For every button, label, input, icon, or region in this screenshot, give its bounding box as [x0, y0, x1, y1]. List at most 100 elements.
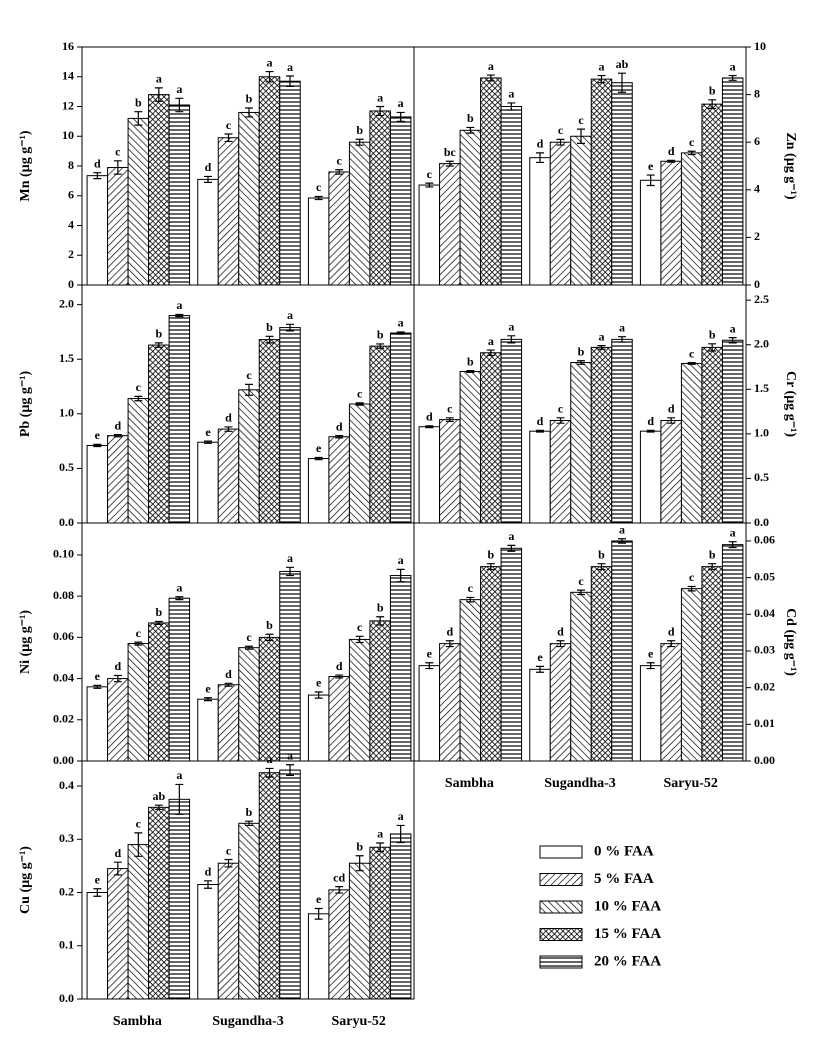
significance-label: bc: [444, 145, 457, 159]
significance-label: a: [599, 59, 605, 73]
error-bar: [314, 907, 323, 920]
significance-label: e: [316, 892, 322, 906]
error-bar: [577, 589, 585, 596]
error-bar: [224, 858, 233, 868]
error-bar: [556, 417, 565, 424]
error-bar: [396, 111, 405, 122]
bar: [307, 694, 330, 762]
x-tick-label: Saryu-52: [663, 776, 717, 791]
y-tick-label: 0.04: [53, 670, 74, 684]
bar: [389, 575, 412, 762]
error-bar: [376, 842, 385, 853]
significance-label: c: [558, 402, 564, 416]
error-bar: [113, 433, 122, 438]
bar: [500, 547, 523, 762]
y-tick-label: 10: [754, 39, 766, 53]
y-tick-label: 0.02: [53, 712, 74, 726]
error-bar: [425, 182, 434, 188]
significance-label: c: [578, 113, 584, 127]
legend-label: 20 % FAA: [594, 953, 661, 969]
significance-label: a: [508, 529, 514, 543]
error-bar: [536, 665, 544, 673]
error-bar: [597, 345, 606, 350]
error-bar: [445, 640, 454, 648]
error-bar: [425, 662, 434, 670]
error-bar: [265, 70, 274, 83]
significance-label: c: [226, 118, 232, 132]
significance-label: a: [377, 90, 383, 104]
bar: [197, 884, 219, 1000]
error-bar: [728, 74, 737, 81]
significance-label: ab: [152, 789, 165, 803]
error-bar: [396, 568, 405, 583]
bar: [529, 668, 551, 762]
error-bar: [154, 620, 163, 625]
error-bar: [154, 342, 163, 348]
error-bar: [286, 323, 294, 332]
error-bar: [265, 767, 274, 778]
bar: [86, 686, 109, 762]
significance-label: d: [537, 137, 544, 151]
significance-label: c: [226, 843, 232, 857]
y-tick-label: 0.5: [59, 460, 74, 474]
bar: [721, 77, 744, 286]
bar: [500, 338, 523, 524]
bar: [86, 892, 109, 1000]
error-bar: [314, 456, 323, 461]
bar: [328, 171, 350, 286]
bar: [680, 152, 703, 286]
y-axis-label: Zn (µg g⁻¹): [783, 132, 798, 199]
significance-label: a: [488, 334, 494, 348]
legend-label: 0 % FAA: [594, 843, 654, 859]
bar: [107, 435, 129, 524]
bar: [127, 398, 150, 524]
error-bar: [113, 160, 122, 175]
bar: [660, 643, 682, 762]
error-bar: [646, 429, 655, 433]
significance-label: c: [468, 581, 474, 595]
bar: [611, 540, 633, 762]
error-bar: [536, 429, 544, 433]
significance-label: e: [537, 650, 543, 664]
legend-swatch: [539, 928, 583, 941]
bar: [197, 441, 219, 524]
significance-label: d: [205, 865, 212, 879]
bar: [348, 141, 371, 286]
error-bar: [113, 674, 122, 683]
bar: [439, 643, 461, 762]
significance-label: b: [709, 84, 716, 98]
significance-label: a: [619, 320, 625, 334]
significance-label: c: [316, 180, 322, 194]
error-bar: [204, 697, 212, 702]
bar: [107, 678, 129, 762]
significance-label: a: [267, 55, 273, 69]
error-bar: [175, 313, 184, 318]
significance-label: a: [176, 581, 182, 595]
y-tick-label: 0: [68, 277, 74, 291]
error-bar: [376, 616, 385, 626]
bar: [418, 665, 441, 762]
significance-label: c: [357, 387, 363, 401]
significance-label: a: [176, 82, 182, 96]
y-axis-label: Mn (µg g⁻¹): [18, 130, 33, 201]
significance-label: d: [537, 414, 544, 428]
significance-label: d: [557, 624, 564, 638]
y-tick-label: 0.00: [754, 753, 775, 767]
significance-label: d: [668, 402, 675, 416]
significance-label: e: [648, 646, 654, 660]
bar: [168, 315, 191, 524]
y-tick-label: 0.01: [754, 716, 775, 730]
significance-label: d: [205, 160, 212, 174]
bar: [701, 566, 723, 762]
error-bar: [667, 159, 676, 163]
bar: [639, 665, 662, 762]
significance-label: a: [488, 59, 494, 73]
error-bar: [396, 331, 405, 335]
significance-label: d: [114, 659, 121, 673]
y-tick-label: 0: [754, 277, 760, 291]
y-tick-label: 0.04: [754, 606, 775, 620]
y-tick-label: 1.0: [754, 426, 769, 440]
bar: [369, 345, 391, 524]
error-bar: [245, 645, 253, 650]
significance-label: b: [709, 328, 716, 342]
